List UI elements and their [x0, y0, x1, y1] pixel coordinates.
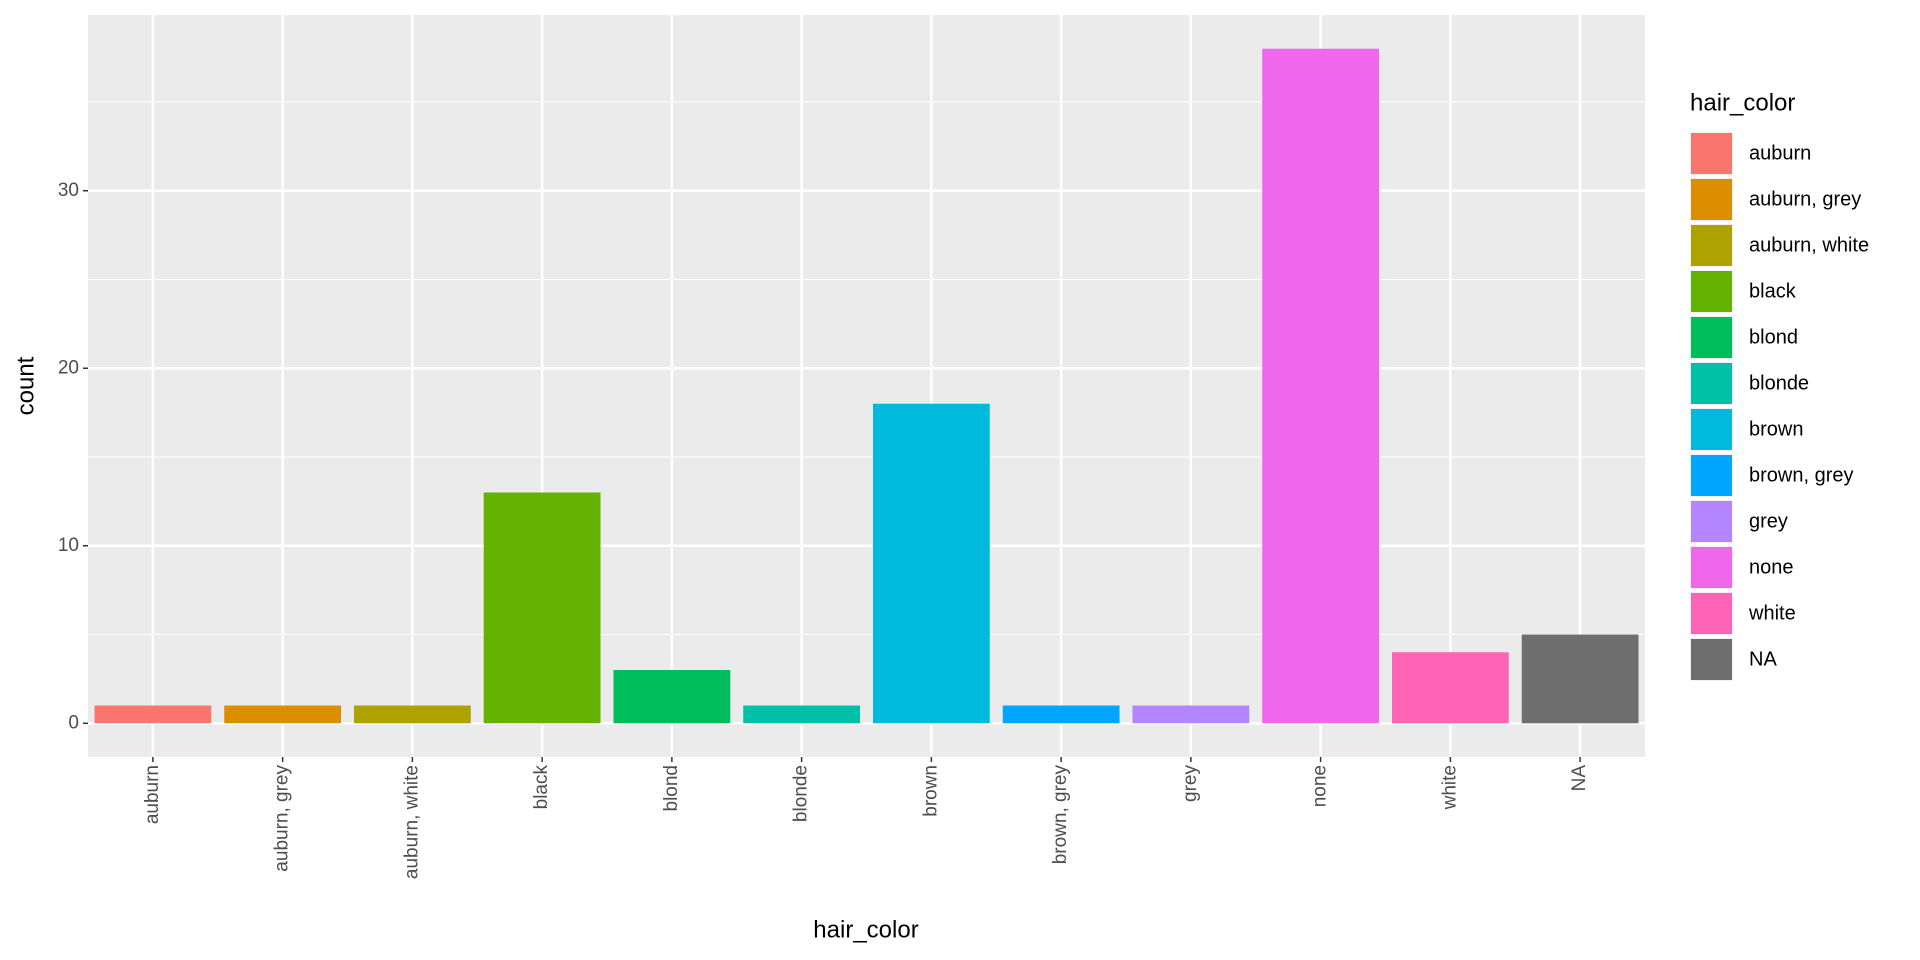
- bar: [483, 492, 601, 724]
- legend-swatch: [1691, 363, 1732, 404]
- legend-swatch: [1691, 639, 1732, 680]
- bar: [1002, 705, 1120, 724]
- legend-label: none: [1749, 556, 1794, 578]
- legend-label: grey: [1749, 510, 1788, 532]
- legend-label: brown, grey: [1749, 464, 1854, 486]
- legend-swatch: [1691, 179, 1732, 220]
- legend-swatch: [1691, 271, 1732, 312]
- x-tick-label: auburn, white: [401, 765, 422, 879]
- bar: [1262, 48, 1380, 724]
- legend-swatch: [1691, 547, 1732, 588]
- bar: [353, 705, 471, 724]
- x-tick-label: auburn, grey: [272, 765, 293, 872]
- x-tick-label: black: [531, 765, 552, 810]
- legend-swatch: [1691, 593, 1732, 634]
- legend-label: white: [1748, 602, 1796, 624]
- legend-label: black: [1749, 280, 1797, 302]
- y-axis-label: count: [12, 356, 39, 415]
- y-tick-label: 10: [58, 535, 79, 556]
- legend-swatch: [1691, 133, 1732, 174]
- panel: [88, 15, 1645, 757]
- x-tick-label: white: [1439, 765, 1460, 810]
- legend-label: blond: [1749, 326, 1798, 348]
- bar: [872, 403, 990, 724]
- x-tick-label: auburn: [142, 765, 163, 824]
- legend-title: hair_color: [1690, 89, 1795, 116]
- legend-label: auburn, grey: [1749, 188, 1861, 210]
- x-tick-label: none: [1310, 765, 1331, 807]
- x-tick-label: NA: [1569, 765, 1590, 792]
- legend-label: auburn, white: [1749, 234, 1869, 256]
- bar: [224, 705, 342, 724]
- legend-swatch: [1691, 455, 1732, 496]
- legend-label: NA: [1749, 648, 1777, 670]
- y-tick-label: 0: [68, 712, 79, 733]
- legend-swatch: [1691, 409, 1732, 450]
- y-tick-label: 20: [58, 357, 79, 378]
- legend-label: auburn: [1749, 142, 1811, 164]
- bar: [94, 705, 212, 724]
- legend-swatch: [1691, 317, 1732, 358]
- legend-label: blonde: [1749, 372, 1809, 394]
- legend-swatch: [1691, 225, 1732, 266]
- bar: [1132, 705, 1250, 724]
- x-tick-label: grey: [1180, 765, 1201, 802]
- x-tick-label: blond: [661, 765, 682, 812]
- bar: [1391, 652, 1509, 724]
- x-tick-label: blonde: [791, 765, 812, 822]
- x-tick-label: brown, grey: [1050, 765, 1071, 865]
- y-tick-label: 30: [58, 180, 79, 201]
- x-tick-label: brown: [920, 765, 941, 817]
- bar: [743, 705, 861, 724]
- legend-swatch: [1691, 501, 1732, 542]
- legend-label: brown: [1749, 418, 1803, 440]
- bar: [613, 670, 731, 724]
- x-axis-label: hair_color: [813, 916, 918, 943]
- bar: [1521, 634, 1639, 724]
